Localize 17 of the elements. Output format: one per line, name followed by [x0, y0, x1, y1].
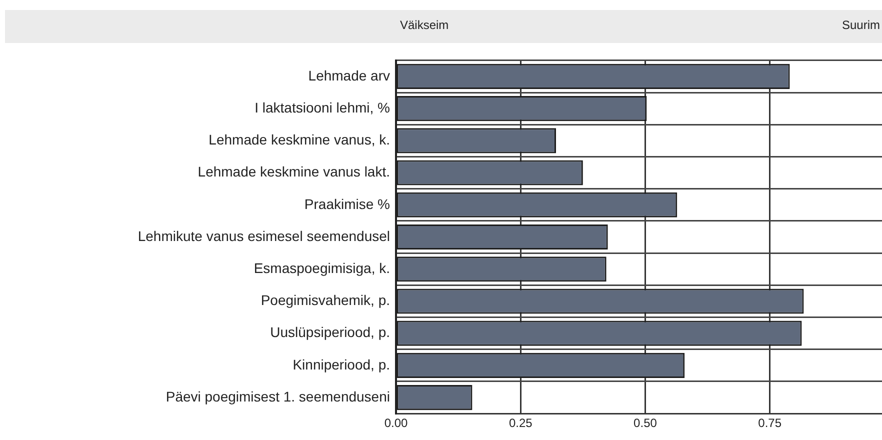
- x-tick-label: 0.75: [758, 416, 782, 430]
- y-tick-label: Lehmade keskmine vanus, k.: [208, 132, 390, 148]
- y-tick-label: Kinniperiood, p.: [292, 356, 390, 372]
- text: Suurim: [842, 18, 880, 32]
- y-tick-label: Praakimise %: [304, 196, 390, 212]
- text: Väikseim: [400, 18, 449, 32]
- x-tick-label: 0.50: [634, 416, 658, 430]
- x-tick-label: 0.00: [384, 416, 408, 430]
- y-tick-label: I laktatsiooni lehmi, %: [254, 99, 390, 116]
- x-tick-label: 0.25: [508, 416, 533, 430]
- y-tick-label: Lehmade keskmine vanus lakt.: [198, 164, 390, 180]
- y-tick-label: Uuslüpsiperiood, p.: [270, 324, 390, 340]
- y-tick-label: Lehmikute vanus esimesel seemendusel: [138, 228, 390, 244]
- y-tick-label: Päevi poegimisest 1. seemenduseni: [166, 388, 390, 404]
- y-tick-label: Lehmade arv: [308, 67, 390, 84]
- y-tick-label: Poegimisvahemik, p.: [260, 292, 390, 308]
- y-tick-label: Esmaspoegimisiga, k.: [254, 260, 390, 276]
